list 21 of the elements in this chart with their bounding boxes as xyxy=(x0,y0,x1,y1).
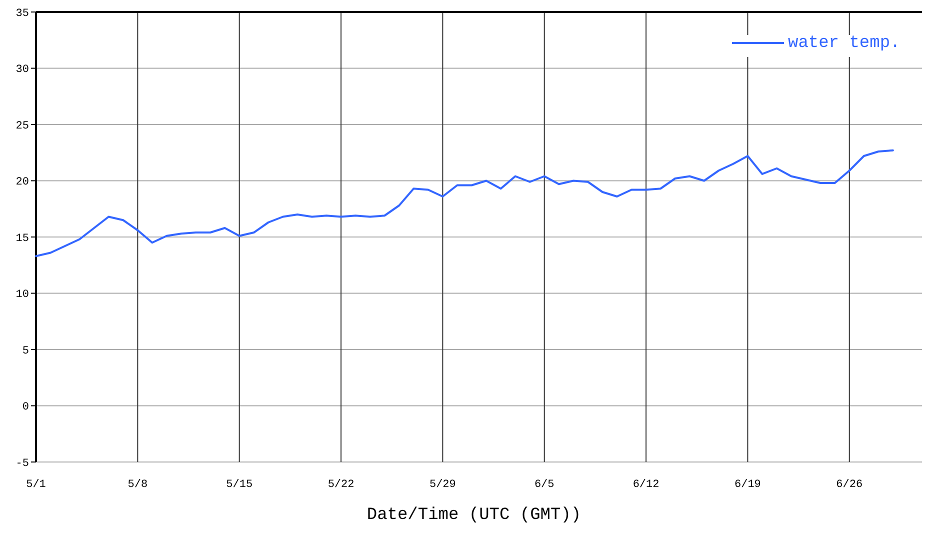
y-tick-label: 30 xyxy=(16,64,29,76)
y-tick-label: 5 xyxy=(22,345,29,358)
y-tick-label: 35 xyxy=(16,8,29,20)
x-tick-label: 6/26 xyxy=(836,479,863,491)
x-tick-label: 6/19 xyxy=(734,479,761,491)
y-tick-label: 0 xyxy=(22,402,29,414)
y-tick-label: 15 xyxy=(16,232,29,245)
x-tick-label: 6/12 xyxy=(632,479,660,491)
x-tick-label: 6/5 xyxy=(534,479,554,491)
x-axis-title: Date/Time (UTC (GMT)) xyxy=(366,506,582,525)
line-series xyxy=(35,149,894,258)
x-tick-label: 5/29 xyxy=(429,479,456,491)
y-tick-label: -5 xyxy=(16,458,29,470)
x-tick-label: 5/1 xyxy=(26,479,46,491)
y-tick-label: 25 xyxy=(16,120,29,132)
legend-label: water temp. xyxy=(788,34,900,53)
y-tick-label: 20 xyxy=(16,176,29,189)
y-tick-label: 10 xyxy=(16,289,29,302)
x-tick-label: 5/22 xyxy=(328,479,354,491)
x-tick-label: 5/8 xyxy=(128,479,148,491)
x-tick-label: 5/15 xyxy=(226,479,253,491)
